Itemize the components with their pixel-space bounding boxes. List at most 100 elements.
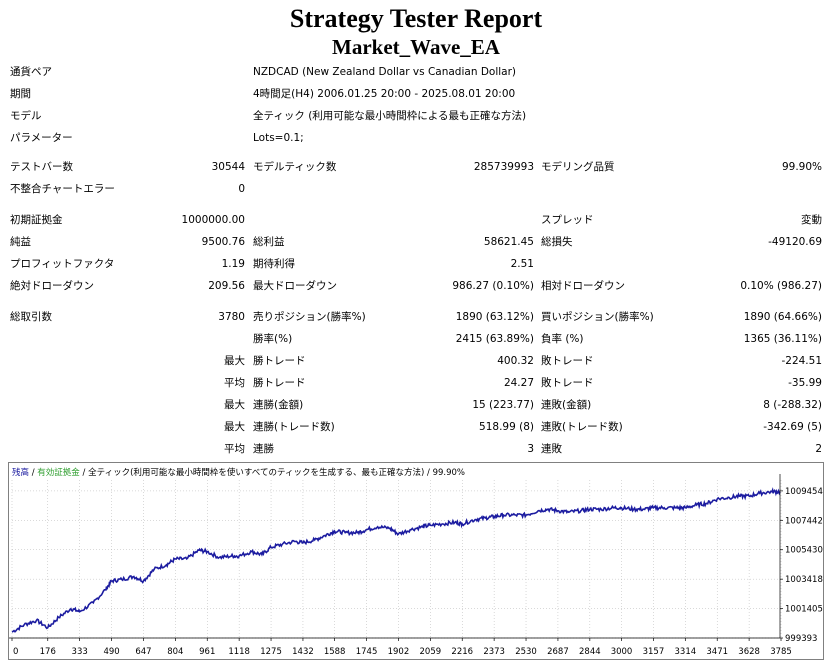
net-profit-label: 純益 [10,236,31,248]
legend-separator: / [80,468,88,478]
x-tick-label: 0 [13,647,18,657]
chart-legend: 残高 / 有効証拠金 / 全ティック(利用可能な最小時間枠を使いすべてのティック… [12,467,465,478]
info-row-symbol: 通貨ペア NZDCAD (New Zealand Dollar vs Canad… [0,61,832,83]
legend-quality: 99.90% [433,468,465,478]
loss-trades-label: 負率 (%) [541,333,584,345]
x-tick-label: 961 [199,647,215,657]
quality-label: モデリング品質 [541,161,615,173]
y-tick-label: 999393 [785,634,817,644]
gross-loss-value: -49120.69 [768,236,822,248]
stats-row-win-rate: 勝率(%) 2415 (63.89%) 負率 (%) 1365 (36.11%) [0,328,832,350]
model-value: 全ティック (利用可能な最小時間枠による最も正確な方法) [253,110,527,122]
y-axis-ticks: 999393 1001405 1003418 1005430 1007442 100945… [779,474,823,644]
gross-profit-value: 58621.45 [483,236,534,248]
legend-model: 全ティック(利用可能な最小時間枠を使いすべてのティックを生成する、最も正確な方法… [88,467,424,478]
total-trades-label: 総取引数 [10,311,52,323]
profit-trades-value: 2415 (63.89%) [455,333,534,345]
relative-drawdown-value: 0.10% (986.27) [740,280,822,292]
short-positions-label: 売りポジション(勝率%) [253,311,366,323]
symbol-value: NZDCAD (New Zealand Dollar vs Canadian D… [253,66,517,78]
x-tick-label: 3471 [706,647,728,657]
stats-row-mismatch: 不整合チャートエラー 0 [0,178,832,200]
avg-cons-label: 平均 [224,443,245,455]
x-tick-label: 3314 [675,647,697,657]
maximal-label: 最大 [224,421,245,433]
long-positions-value: 1890 (64.66%) [743,311,822,323]
stats-row-factor: プロフィットファクタ 1.19 期待利得 2.51 [0,253,832,275]
stats-row-bars: テストバー数 30544 モデルティック数 285739993 モデリング品質 … [0,156,832,178]
expected-payoff-value: 2.51 [510,258,534,270]
x-tick-label: 1902 [388,647,410,657]
chart-frame [8,462,824,660]
stats-row-cons-money: 最大 連勝(金額) 15 (223.77) 連敗(金額) 8 (-288.32) [0,394,832,416]
y-tick-label: 1001405 [785,605,823,615]
gross-loss-label: 総損失 [541,236,573,248]
stats-row-total-trades: 総取引数 3780 売りポジション(勝率%) 1890 (63.12%) 買いポ… [0,306,832,328]
x-tick-label: 3000 [611,647,633,657]
symbol-label: 通貨ペア [10,66,52,78]
info-row-model: モデル 全ティック (利用可能な最小時間枠による最も正確な方法) [0,105,832,127]
quality-value: 99.90% [781,161,822,173]
average-label: 平均 [224,377,245,389]
stats-row-avg-cons: 平均 連勝 3 連敗 2 [0,438,832,460]
x-tick-label: 2216 [451,647,473,657]
stats-row-profit: 純益 9500.76 総利益 58621.45 総損失 -49120.69 [0,231,832,253]
maximal-drawdown-label: 最大ドローダウン [253,280,337,292]
spread-label: スプレッド [541,214,594,226]
cons-loss-count-value: -342.69 (5) [763,421,822,433]
average-win-value: 24.27 [503,377,534,389]
loss-trades-value: 1365 (36.11%) [743,333,822,345]
stats-row-average: 平均 勝トレード 24.27 敗トレード -35.99 [0,372,832,394]
ticks-value: 285739993 [473,161,534,173]
profit-trades-label: 勝率(%) [253,333,293,345]
maximum-label: 最大 [224,399,245,411]
period-value: 4時間足(H4) 2006.01.25 20:00 - 2025.08.01 2… [253,88,516,100]
ticks-label: モデルティック数 [253,161,337,173]
relative-drawdown-label: 相対ドローダウン [541,280,625,292]
maximal-drawdown-value: 986.27 (0.10%) [452,280,534,292]
cons-loss-count-label: 連敗(トレード数) [541,421,623,433]
profit-factor-value: 1.19 [221,258,245,270]
x-tick-label: 804 [167,647,183,657]
report-title: Strategy Tester Report [289,4,543,33]
cons-losses-money-label: 連敗(金額) [541,399,592,411]
y-tick-label: 1007442 [785,516,823,526]
ea-name: Market_Wave_EA [332,35,500,59]
absolute-drawdown-value: 209.56 [208,280,245,292]
x-tick-label: 1275 [260,647,282,657]
largest-loss-label: 敗トレード [541,355,594,367]
y-tick-label: 1003418 [785,575,823,585]
x-tick-label: 647 [135,647,151,657]
deposit-label: 初期証拠金 [10,214,63,226]
avg-cons-losses-value: 2 [815,443,822,455]
largest-win-label: 勝トレード [253,355,306,367]
cons-wins-money-value: 15 (223.77) [472,399,534,411]
largest-win-value: 400.32 [497,355,534,367]
x-tick-label: 490 [103,647,119,657]
avg-cons-wins-value: 3 [527,443,534,455]
info-row-period: 期間 4時間足(H4) 2006.01.25 20:00 - 2025.08.0… [0,83,832,105]
x-tick-label: 2687 [547,647,569,657]
mismatch-label: 不整合チャートエラー [10,183,115,195]
cons-profit-count-value: 518.99 (8) [479,421,534,433]
x-axis-ticks: 0 176 333 490 647 804 961 1118 1275 1432 1588 1745 1… [9,637,792,657]
absolute-drawdown-label: 絶対ドローダウン [10,280,94,292]
legend-equity: 有効証拠金 [37,467,80,478]
avg-cons-wins-label: 連勝 [253,443,274,455]
x-tick-label: 176 [40,647,56,657]
mismatch-value: 0 [238,183,245,195]
legend-separator: / [29,468,37,478]
cons-wins-money-label: 連勝(金額) [253,399,304,411]
expected-payoff-label: 期待利得 [253,258,295,270]
y-tick-label: 1009454 [785,487,823,497]
x-tick-label: 3785 [770,647,792,657]
x-tick-label: 3157 [643,647,665,657]
x-tick-label: 1588 [324,647,346,657]
x-tick-label: 3628 [738,647,760,657]
net-profit-value: 9500.76 [201,236,245,248]
cons-profit-count-label: 連勝(トレード数) [253,421,335,433]
x-tick-label: 2530 [515,647,537,657]
info-row-parameters: パラメーター Lots=0.1; [0,127,832,149]
legend-balance: 残高 [12,467,29,478]
x-tick-label: 2373 [483,647,505,657]
